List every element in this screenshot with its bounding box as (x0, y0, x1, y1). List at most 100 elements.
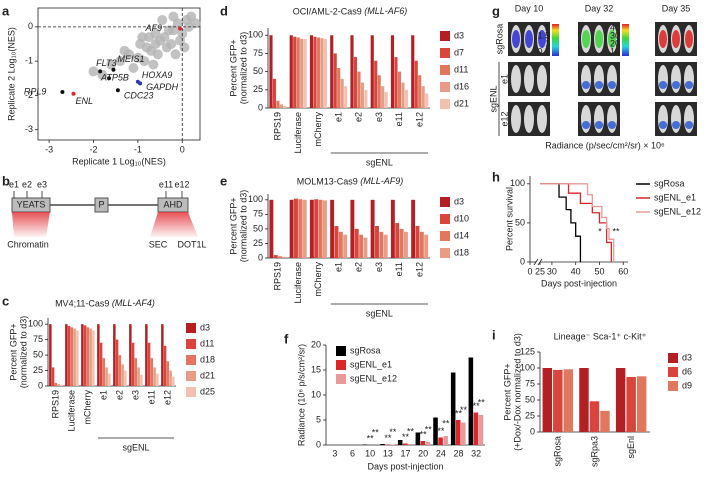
x-tick-label: sgEnl (626, 436, 636, 459)
y-tick-label: 75 (525, 378, 535, 388)
x-tick-label: mCherry (313, 262, 323, 297)
bar (169, 370, 172, 386)
y-axis-label: Percent GFP+ (502, 363, 512, 420)
legend-label: d6 (682, 366, 692, 376)
bar (65, 324, 68, 386)
legend-label: d3 (682, 352, 692, 362)
gene-label: MEIS1 (117, 54, 144, 64)
signal (582, 81, 590, 89)
background-point (128, 63, 139, 73)
y-tick-label: 0 (28, 21, 33, 31)
bar (70, 327, 74, 386)
significance: ** (473, 401, 481, 411)
x-tick-label: e11 (394, 262, 404, 276)
title-note: (MLL-AF6) (364, 6, 407, 16)
y-tick-label: 100 (248, 30, 263, 40)
y-tick-label: 50 (253, 223, 263, 233)
signal (608, 30, 616, 48)
legend-label: d3 (454, 30, 464, 40)
bar (316, 37, 321, 108)
gene-label: HOXA9 (142, 70, 173, 80)
x-tick-label: mCherry (313, 112, 323, 147)
significance: ** (402, 432, 410, 442)
x-tick-label: e12 (162, 390, 172, 405)
bar (86, 327, 90, 386)
signal (659, 30, 667, 48)
background-point (119, 45, 130, 56)
y-tick-label: -2 (25, 90, 33, 100)
gene-label: GAPDH (146, 82, 179, 92)
signal (659, 81, 667, 89)
legend-swatch (440, 82, 450, 92)
bar (473, 412, 479, 445)
y-tick-label: 0 (38, 380, 43, 390)
y-tick-label: 0 (258, 252, 263, 262)
bar (420, 441, 426, 445)
bar (57, 384, 60, 386)
background-point (115, 56, 126, 67)
y-tick-label: 20 (311, 339, 321, 349)
y-tick-label: -1 (25, 56, 33, 66)
gene-point (115, 88, 120, 93)
bar (73, 328, 76, 386)
bar (323, 38, 327, 109)
legend-label: d25 (200, 386, 215, 396)
bar (51, 367, 55, 386)
x-tick-label: -1 (134, 144, 142, 154)
exon-label: e1 (9, 179, 19, 189)
x-tick-label: e3 (130, 390, 140, 400)
bar (579, 368, 589, 432)
bar (370, 199, 375, 258)
bar (150, 358, 154, 386)
signal (525, 30, 533, 48)
group-label: sgENL (366, 308, 393, 318)
exon-label: e12 (174, 179, 189, 189)
panel-label: b (2, 173, 10, 188)
bar (282, 256, 287, 258)
x-tick-label: 0 (180, 144, 185, 154)
colorbar-label: 1 (545, 38, 550, 48)
group-label: sgENL (488, 85, 498, 112)
gene-point (60, 90, 65, 94)
survival-line (540, 183, 615, 262)
bar (115, 339, 119, 386)
legend-label: d3 (454, 196, 464, 206)
chart-title: MV4;11-Cas9 (MLL-AF4) (55, 298, 155, 308)
y-tick-label: 0 (530, 426, 535, 436)
legend-label: d21 (200, 370, 215, 380)
bar (269, 199, 274, 258)
bar (397, 440, 403, 445)
legend-label: sgENL_e12 (350, 373, 397, 383)
row-label: e12 (499, 111, 509, 126)
y-tick-label: 125 (520, 346, 535, 356)
legend-label: d21 (454, 98, 469, 108)
survival-line (540, 183, 582, 262)
signal (672, 121, 680, 129)
y-tick-label: 0 (316, 439, 321, 449)
x-tick-label: -3 (45, 144, 53, 154)
axis-break (533, 258, 539, 266)
domain-label: P (98, 199, 104, 209)
bar (360, 82, 365, 108)
x-tick-label: 30 (547, 266, 557, 276)
bar (363, 237, 368, 258)
x-tick-label: Luciferase (293, 112, 303, 154)
bar (67, 326, 71, 386)
significance: ** (384, 433, 392, 443)
row-label: e1 (499, 74, 509, 84)
panel-label: i (492, 327, 496, 342)
x-tick-label: e3 (374, 262, 384, 272)
bar (461, 422, 466, 445)
y-tick-label: 100 (248, 194, 263, 204)
bar (293, 36, 297, 108)
bar (118, 355, 122, 386)
bar (313, 36, 317, 108)
bar (272, 78, 277, 108)
bar (433, 417, 438, 445)
x-tick-label: Luciferase (293, 262, 303, 304)
bar (134, 358, 138, 386)
y-tick-label: -3 (25, 124, 33, 134)
signal (608, 121, 616, 129)
bar (402, 443, 408, 445)
bar (354, 228, 359, 258)
